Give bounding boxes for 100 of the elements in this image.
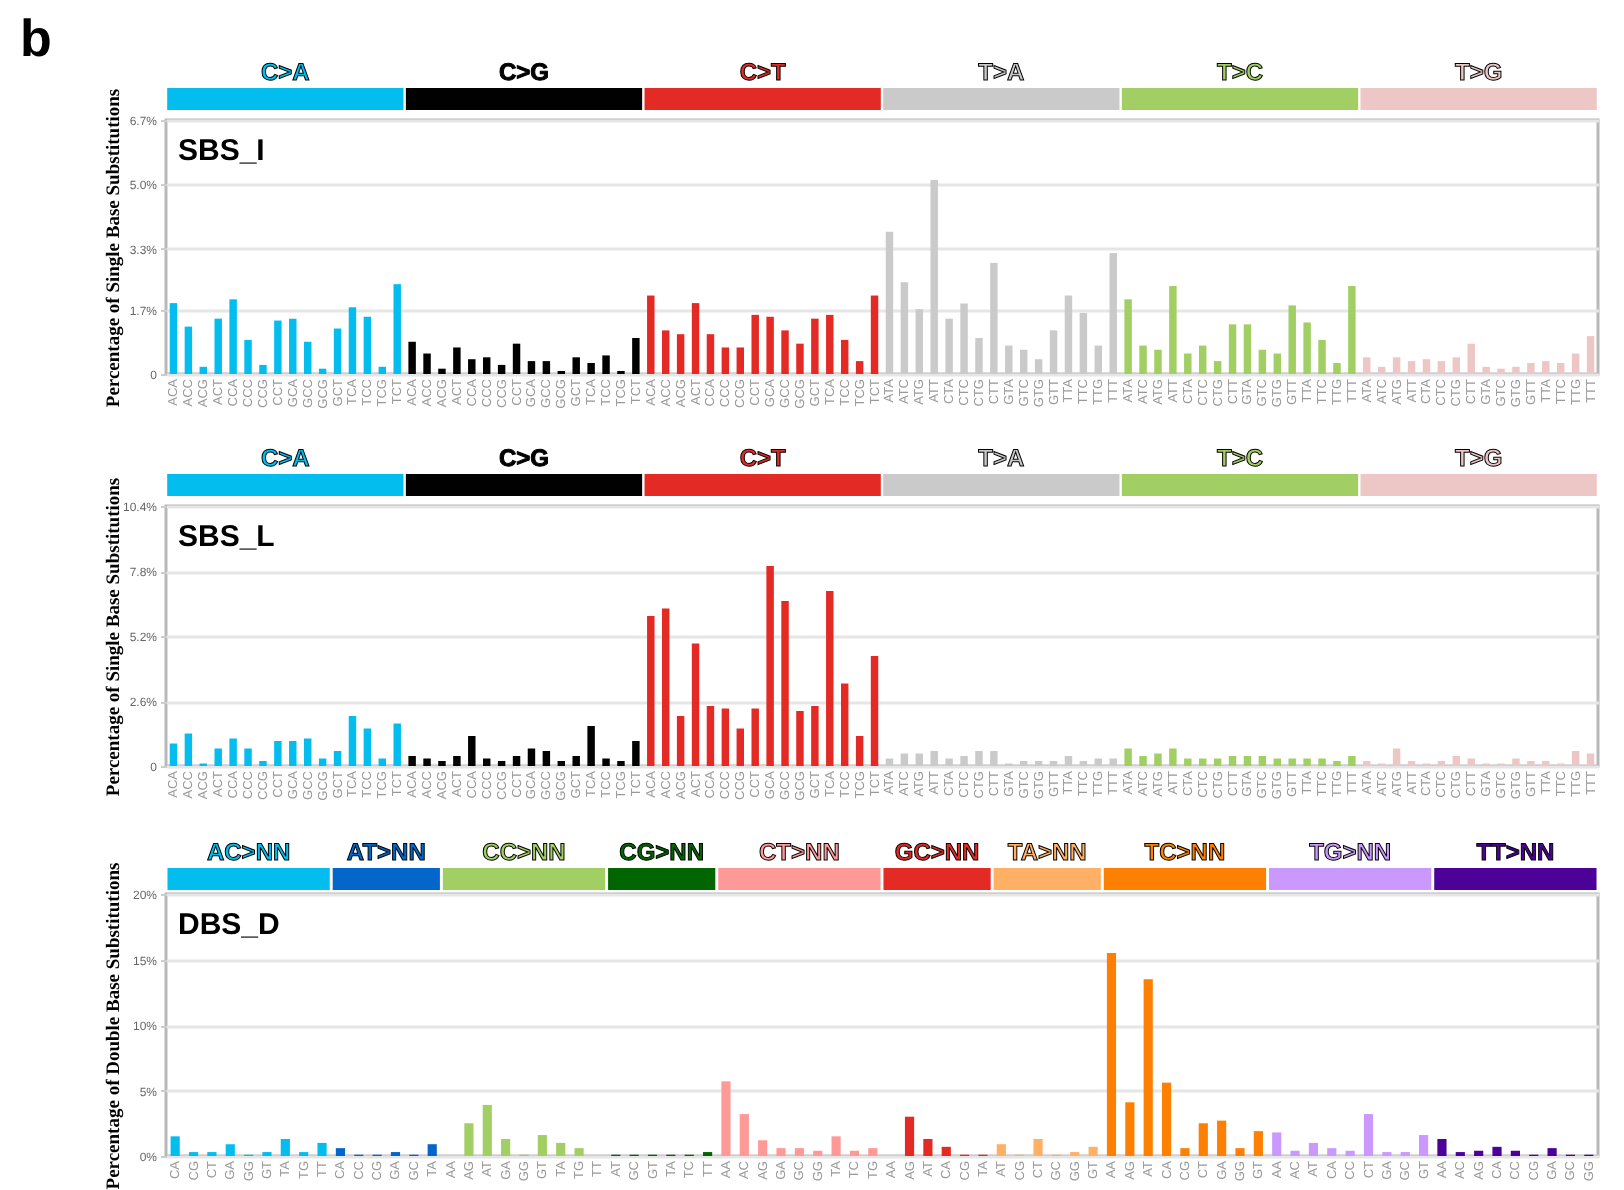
bar bbox=[751, 708, 759, 766]
bar bbox=[904, 1116, 915, 1156]
y-axis-title: Percentage of Single Base Substitutions bbox=[105, 88, 125, 408]
bar bbox=[1348, 286, 1356, 374]
bar bbox=[244, 339, 252, 374]
bar bbox=[1125, 1102, 1135, 1156]
bar bbox=[1143, 979, 1153, 1156]
text: T>G bbox=[1454, 58, 1503, 86]
bar bbox=[170, 1136, 180, 1156]
bar bbox=[1079, 312, 1088, 374]
bar bbox=[1527, 363, 1535, 374]
bar bbox=[1088, 1146, 1098, 1156]
bar bbox=[915, 753, 924, 766]
bar bbox=[1571, 353, 1580, 374]
y-axis-title: Percentage of Double Base Substitutions bbox=[105, 861, 125, 1190]
text: T>G bbox=[1454, 444, 1503, 472]
bar bbox=[1033, 1138, 1043, 1156]
bar bbox=[482, 357, 491, 374]
text: C>A bbox=[260, 58, 311, 86]
bar bbox=[408, 341, 416, 374]
bar bbox=[796, 711, 804, 766]
bar bbox=[348, 716, 357, 766]
bar bbox=[975, 337, 983, 374]
bar bbox=[1019, 349, 1028, 374]
bar bbox=[1497, 368, 1505, 374]
text: T>A bbox=[978, 58, 1025, 86]
text: C>T bbox=[739, 444, 787, 472]
bar bbox=[691, 643, 700, 766]
text: SBS_I bbox=[178, 134, 265, 168]
bar bbox=[885, 231, 894, 374]
bar bbox=[855, 361, 864, 374]
bar bbox=[1556, 363, 1565, 374]
bar bbox=[184, 733, 193, 766]
bar bbox=[1106, 952, 1117, 1156]
bar bbox=[811, 318, 819, 374]
bar bbox=[303, 738, 312, 766]
bar bbox=[813, 1150, 823, 1156]
bar bbox=[996, 1144, 1006, 1156]
bar bbox=[214, 748, 222, 766]
bar bbox=[900, 753, 909, 766]
bar bbox=[721, 708, 730, 766]
bar bbox=[1094, 345, 1103, 374]
bar bbox=[274, 320, 282, 374]
bar bbox=[199, 366, 208, 374]
bar bbox=[1154, 753, 1162, 766]
bar bbox=[945, 758, 953, 766]
bar bbox=[1510, 1150, 1520, 1156]
bar bbox=[363, 728, 372, 766]
bar bbox=[661, 608, 670, 766]
text: CG>NN bbox=[619, 838, 705, 866]
bar bbox=[453, 347, 461, 374]
bar bbox=[169, 303, 178, 374]
bar bbox=[706, 706, 715, 766]
bar bbox=[1184, 353, 1192, 374]
bar bbox=[840, 683, 849, 766]
bar bbox=[1512, 366, 1520, 374]
bar bbox=[736, 347, 745, 374]
bar bbox=[289, 318, 297, 374]
bar bbox=[796, 343, 804, 374]
bar bbox=[1422, 359, 1431, 374]
bar bbox=[1124, 299, 1132, 374]
bar bbox=[408, 756, 416, 766]
bar bbox=[781, 330, 789, 374]
bar bbox=[1348, 756, 1356, 766]
bar bbox=[1169, 286, 1177, 374]
bar bbox=[826, 314, 834, 374]
bar bbox=[1512, 758, 1520, 766]
bar bbox=[464, 1123, 474, 1156]
bar bbox=[676, 334, 685, 374]
bar bbox=[923, 1138, 933, 1156]
bar bbox=[751, 314, 759, 374]
bar bbox=[527, 361, 536, 374]
bar bbox=[512, 756, 521, 766]
bar bbox=[1345, 1150, 1355, 1156]
bar bbox=[1308, 1142, 1319, 1156]
y-axis-title: Percentage of Single Base Substitutions bbox=[105, 477, 125, 797]
bar bbox=[1109, 253, 1117, 374]
bar bbox=[229, 738, 237, 766]
bar bbox=[960, 303, 968, 374]
bar bbox=[423, 758, 431, 766]
bar bbox=[512, 343, 521, 374]
bar bbox=[1064, 756, 1073, 766]
bar bbox=[849, 1150, 860, 1156]
bar bbox=[758, 1140, 768, 1156]
bar bbox=[1184, 758, 1192, 766]
bar bbox=[1034, 359, 1043, 374]
bar bbox=[1542, 361, 1550, 374]
text: TA>NN bbox=[1007, 838, 1087, 866]
bar bbox=[661, 330, 670, 374]
bar bbox=[1303, 322, 1311, 374]
bar bbox=[537, 1135, 547, 1156]
bar bbox=[855, 736, 864, 766]
bar bbox=[1419, 1135, 1429, 1156]
bar bbox=[348, 307, 357, 374]
bar bbox=[229, 299, 237, 374]
bar bbox=[941, 1146, 951, 1156]
bar bbox=[280, 1138, 290, 1156]
text: b bbox=[20, 8, 52, 70]
bar bbox=[393, 723, 401, 766]
text: AC>NN bbox=[206, 838, 291, 866]
